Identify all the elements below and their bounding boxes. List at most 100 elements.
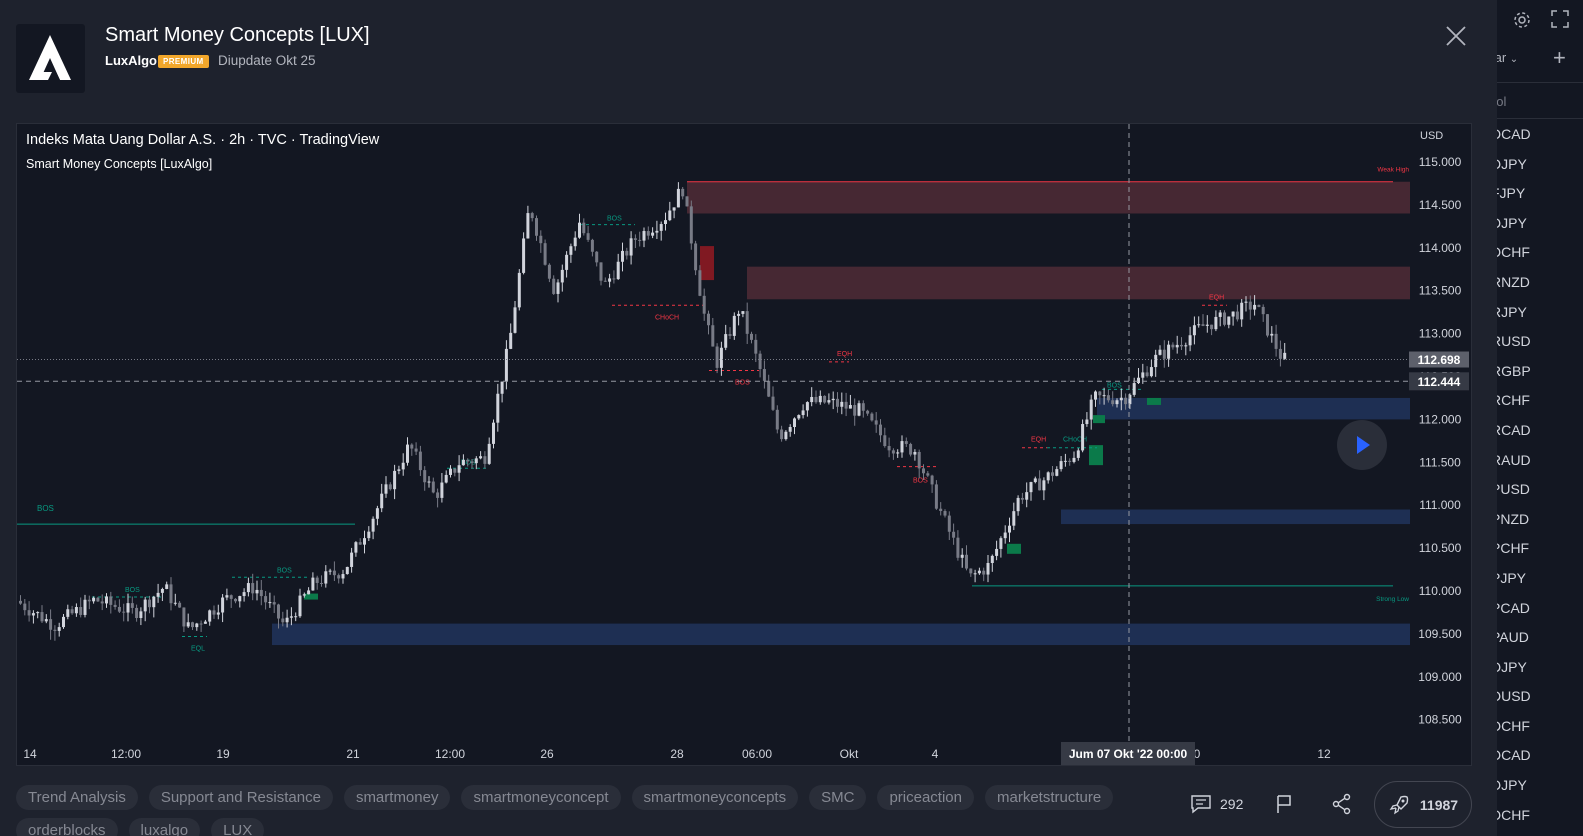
candle xyxy=(1085,419,1089,425)
candle xyxy=(367,531,371,539)
candle xyxy=(848,405,852,409)
candle xyxy=(1115,400,1119,405)
price-tick-label: 115.000 xyxy=(1419,155,1462,169)
tag-chip[interactable]: Trend Analysis xyxy=(16,785,138,810)
watchlist-symbol[interactable]: RJPY xyxy=(1497,303,1527,320)
boost-button[interactable]: 11987 xyxy=(1374,781,1472,828)
candle xyxy=(62,616,65,628)
structure-label-eqh: EQH xyxy=(1031,437,1046,444)
candle xyxy=(926,473,930,476)
candle xyxy=(853,405,857,416)
watchlist-symbol[interactable]: RNZD xyxy=(1497,273,1530,290)
tag-chip[interactable]: orderblocks xyxy=(16,818,118,836)
share-button[interactable] xyxy=(1330,792,1354,816)
candle xyxy=(947,515,951,532)
crosshair-price-value: 112.444 xyxy=(1418,375,1461,389)
candle xyxy=(238,596,242,602)
candle xyxy=(302,594,306,596)
candle xyxy=(1016,497,1020,512)
candle xyxy=(977,570,981,574)
candle xyxy=(31,613,35,616)
candle xyxy=(1214,316,1218,330)
candle xyxy=(449,468,452,475)
candle xyxy=(152,596,156,608)
watchlist-symbol[interactable]: PCAD xyxy=(1497,599,1530,616)
watchlist-toolbar xyxy=(1497,6,1583,34)
tag-chip[interactable]: smartmoney xyxy=(343,785,451,810)
watchlist-symbol[interactable]: RGBP xyxy=(1497,362,1531,379)
gear-icon[interactable] xyxy=(1511,10,1533,32)
watchlist-symbol[interactable]: PJPY xyxy=(1497,569,1527,586)
candle xyxy=(651,232,655,236)
candle xyxy=(917,451,921,469)
watchlist-title[interactable]: tar ⌄ xyxy=(1497,50,1519,65)
watchlist-symbol[interactable]: PUSD xyxy=(1497,481,1530,498)
candle xyxy=(522,238,526,273)
watchlist-symbol[interactable]: RUSD xyxy=(1497,333,1531,350)
watchlist-symbol[interactable]: DCAD xyxy=(1497,747,1531,764)
candle xyxy=(466,459,470,462)
indicator-name: Smart Money Concepts [LuxAlgo] xyxy=(26,157,213,171)
tag-chip[interactable]: SMC xyxy=(809,785,867,810)
tag-chip[interactable]: smartmoneyconcept xyxy=(461,785,621,810)
candle xyxy=(1188,335,1192,346)
candle xyxy=(246,583,250,593)
candle xyxy=(1020,497,1024,500)
time-tick-label: 14 xyxy=(23,747,37,761)
watchlist-symbol[interactable]: DCAD xyxy=(1497,126,1531,142)
candle xyxy=(401,462,405,470)
tag-chip[interactable]: luxalgo xyxy=(128,818,201,836)
watchlist-symbol[interactable]: RCAD xyxy=(1497,421,1531,438)
watchlist-symbol[interactable]: PNZD xyxy=(1497,510,1530,527)
candle xyxy=(625,250,629,256)
candle xyxy=(324,571,328,584)
fullscreen-icon[interactable] xyxy=(1549,10,1571,32)
watchlist-symbol[interactable]: RCHF xyxy=(1497,392,1530,409)
close-button[interactable] xyxy=(1440,22,1470,52)
tag-chip[interactable]: smartmoneyconcepts xyxy=(631,785,799,810)
tag-chip[interactable]: marketstructure xyxy=(984,785,1114,810)
time-tick-label: 12:00 xyxy=(111,747,141,761)
chart-area[interactable]: 115.000114.500114.000113.500113.000112.5… xyxy=(16,123,1472,766)
tag-chip[interactable]: priceaction xyxy=(877,785,974,810)
candle xyxy=(754,339,758,354)
report-button[interactable] xyxy=(1273,792,1295,816)
author-link[interactable]: LuxAlgo xyxy=(105,53,157,68)
candle xyxy=(259,589,263,597)
candle xyxy=(281,618,285,623)
price-tick-label: 113.500 xyxy=(1419,284,1462,298)
watchlist-symbol[interactable]: PAUD xyxy=(1497,629,1529,646)
candle xyxy=(234,598,237,602)
time-tick-label: 4 xyxy=(932,747,939,761)
candle xyxy=(375,508,379,519)
comments-button[interactable]: 292 xyxy=(1190,792,1243,816)
candle xyxy=(1003,532,1007,539)
candle xyxy=(655,230,659,233)
structure-label-bos: BOS xyxy=(913,478,928,485)
tag-chip[interactable]: Support and Resistance xyxy=(148,785,333,810)
candle xyxy=(1051,472,1054,476)
candle xyxy=(221,597,225,613)
add-symbol-icon[interactable]: + xyxy=(1553,45,1566,70)
candle xyxy=(526,213,530,239)
time-tick-label: 21 xyxy=(346,747,360,761)
candle xyxy=(1235,311,1239,320)
candle xyxy=(328,570,332,572)
comment-icon xyxy=(1191,795,1211,814)
candle xyxy=(1038,478,1042,491)
tag-chip[interactable]: LUX xyxy=(211,818,265,836)
watchlist-symbol[interactable]: RAUD xyxy=(1497,451,1531,468)
candle xyxy=(922,468,925,474)
play-button[interactable] xyxy=(1337,420,1387,470)
structure-label-eqh: EQH xyxy=(837,351,852,358)
